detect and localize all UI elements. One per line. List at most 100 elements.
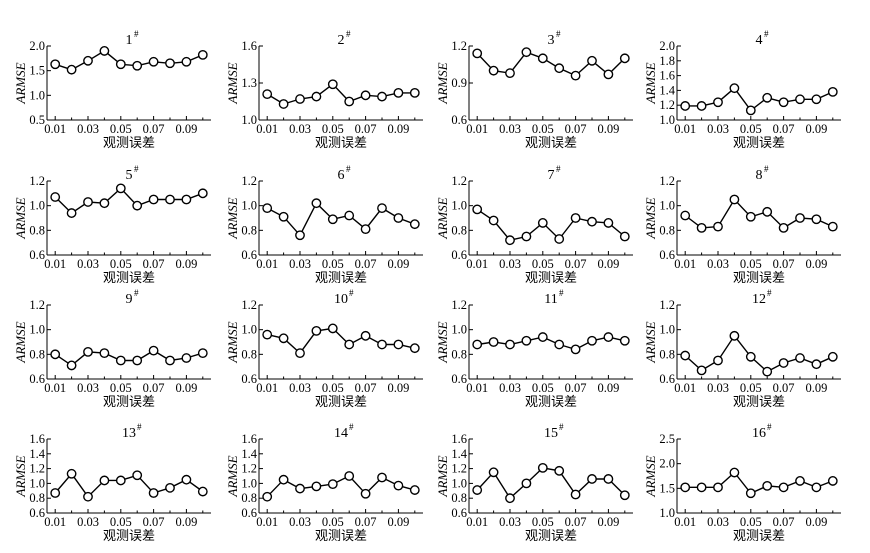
subplot-10: 0.6 0.8 1.0 1.2 0.01 0.03 0.05 0.07 0.09 10 # ARMSE… (225, 288, 423, 410)
data-point (181, 194, 192, 205)
data-point (115, 59, 126, 70)
x-tick-label: 0.01 (256, 257, 278, 271)
series-line (685, 471, 834, 495)
y-tick-label: 1.6 (659, 69, 675, 83)
y-tick-label: 0.8 (241, 491, 257, 505)
data-point (344, 96, 355, 107)
x-tick-label: 0.01 (466, 381, 488, 395)
subplot-title: 4 (756, 33, 763, 48)
data-point (197, 49, 208, 60)
series-line (54, 50, 204, 71)
data-point (50, 59, 61, 70)
x-tick-label: 0.03 (77, 515, 99, 529)
data-point (696, 222, 707, 233)
data-point (377, 203, 387, 214)
series-line (477, 336, 625, 351)
subplot-title-sup: # (134, 288, 139, 298)
x-tick-label: 0.07 (773, 515, 795, 529)
data-point (262, 491, 273, 502)
x-tick-label: 0.03 (499, 381, 521, 395)
series-line (54, 187, 204, 215)
x-tick-label: 0.05 (532, 515, 554, 529)
data-point (554, 234, 565, 244)
data-point (409, 87, 420, 98)
data-point (66, 360, 77, 371)
x-tick-label: 0.07 (143, 257, 165, 271)
subplot-title: 12 (752, 292, 766, 307)
series-line (685, 87, 834, 112)
y-tick-label: 0.8 (451, 223, 467, 237)
y-tick-label: 0.6 (659, 372, 675, 386)
data-point (197, 348, 208, 358)
data-point (603, 218, 614, 228)
y-tick-label: 0.8 (241, 347, 257, 361)
data-point (505, 339, 515, 350)
data-point (554, 465, 565, 476)
x-tick-label: 0.03 (289, 257, 311, 271)
subplot-title: 9 (126, 292, 133, 307)
x-tick-label: 0.05 (740, 381, 762, 395)
subplot-3: 0.6 0.9 1.2 0.01 0.03 0.05 0.07 0.09 3 # ARMSE 观测误差 (435, 29, 633, 151)
data-point (148, 488, 159, 498)
x-axis-label: 观测误差 (315, 271, 367, 286)
data-point (278, 333, 289, 344)
subplot-title: 7 (548, 168, 555, 183)
subplot-15: 0.60.81.01.21.41.6 0.01 0.03 0.05 0.07 0.09 15… (435, 422, 633, 544)
data-point (393, 213, 404, 223)
data-point (409, 485, 420, 495)
y-tick-label: 1.0 (241, 476, 257, 490)
y-tick-label: 1.0 (659, 199, 675, 213)
x-axis-label: 观测误差 (103, 136, 155, 151)
data-point (360, 330, 371, 341)
x-tick-label: 0.09 (387, 257, 409, 271)
y-tick-label: 0.6 (659, 248, 675, 262)
x-tick-label: 0.01 (44, 257, 66, 271)
y-axis-label: ARMSE (225, 197, 240, 239)
x-tick-label: 0.09 (805, 515, 827, 529)
y-axis-label: ARMSE (13, 321, 28, 363)
series-line (266, 83, 415, 105)
data-point (115, 355, 126, 366)
data-point (132, 355, 143, 366)
y-tick-label: 0.8 (451, 347, 467, 361)
y-tick-label: 1.2 (241, 298, 257, 312)
data-point (262, 329, 273, 340)
y-tick-label: 1.0 (241, 323, 257, 337)
data-point (729, 194, 740, 205)
x-tick-label: 0.07 (565, 257, 587, 271)
subplot-title-sup: # (764, 164, 769, 174)
data-point (762, 206, 773, 217)
data-point (393, 87, 404, 98)
data-point (745, 488, 756, 499)
data-point (488, 215, 499, 226)
y-tick-label: 0.8 (241, 223, 257, 237)
subplot-6: 0.6 0.8 1.0 1.2 0.01 0.03 0.05 0.07 0.09 6 # ARMSE 观… (225, 164, 423, 286)
y-tick-label: 1.2 (241, 174, 257, 188)
subplot-title: 11 (544, 292, 557, 307)
x-tick-label: 0.01 (256, 381, 278, 395)
y-tick-label: 1.5 (29, 64, 45, 78)
x-axis-label: 观测误差 (525, 529, 577, 544)
data-point (762, 92, 773, 103)
x-tick-label: 0.05 (110, 515, 132, 529)
data-point (505, 493, 515, 504)
data-point (811, 94, 822, 105)
y-axis-label: ARMSE (225, 62, 240, 104)
data-point (696, 365, 707, 376)
x-tick-label: 0.03 (499, 257, 521, 271)
data-point (83, 346, 93, 357)
series-line (266, 475, 415, 498)
y-tick-label: 1.3 (241, 76, 257, 90)
x-tick-label: 0.01 (44, 122, 66, 136)
data-point (377, 339, 387, 350)
subplot-title: 10 (334, 292, 348, 307)
y-tick-label: 0.8 (29, 223, 45, 237)
y-axis-label: ARMSE (225, 455, 240, 497)
data-point (181, 56, 192, 67)
y-tick-label: 1.0 (29, 88, 45, 102)
data-point (132, 470, 143, 481)
data-point (377, 472, 387, 483)
x-tick-label: 0.07 (773, 257, 795, 271)
data-point (570, 344, 581, 355)
data-point (409, 343, 420, 354)
